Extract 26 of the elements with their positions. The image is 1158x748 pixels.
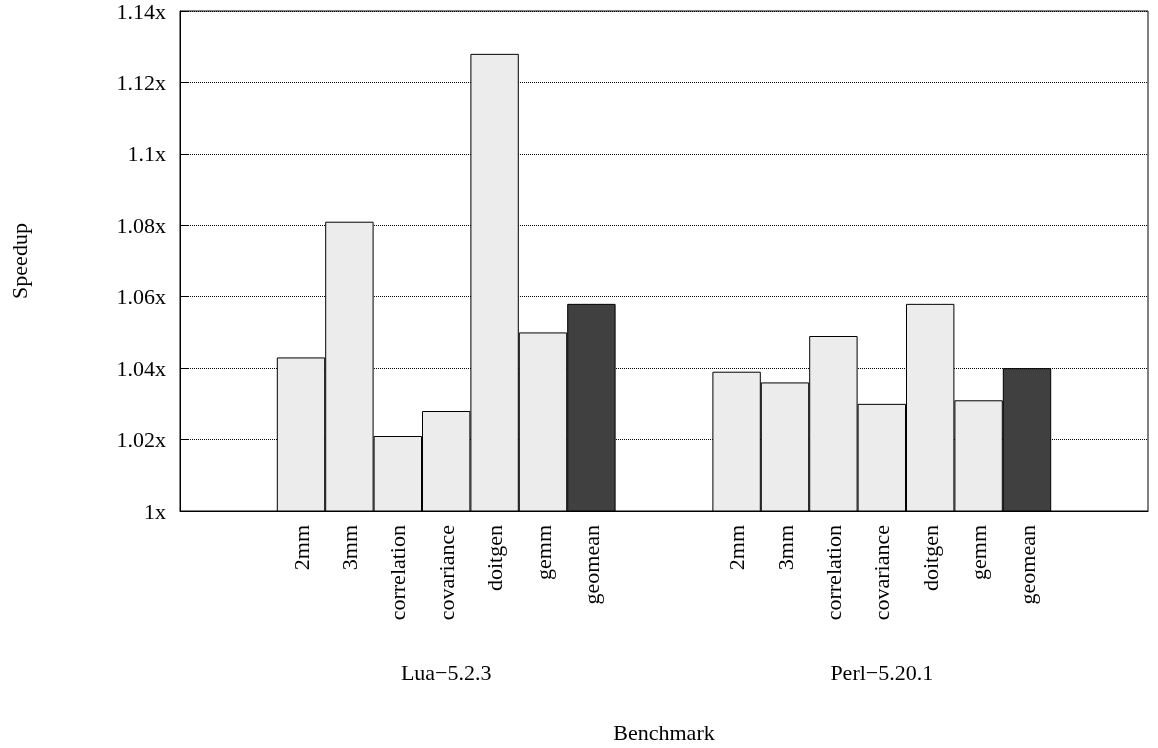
x-tick-label: doitgen bbox=[482, 525, 508, 591]
y-tick-label: 1x bbox=[144, 498, 166, 524]
x-tick-label: covariance bbox=[869, 525, 895, 621]
y-axis-title: Speedup bbox=[6, 223, 32, 299]
x-tick-label: 3mm bbox=[336, 525, 362, 571]
y-tick-label: 1.1x bbox=[127, 141, 166, 167]
x-tick-label: 2mm bbox=[288, 525, 314, 571]
x-tick-label: geomean bbox=[1014, 525, 1040, 605]
x-tick-label: covariance bbox=[433, 525, 459, 621]
x-tick-label: correlation bbox=[820, 525, 846, 621]
x-tick-label: 2mm bbox=[724, 525, 750, 571]
x-tick-label: correlation bbox=[385, 525, 411, 621]
y-tick-label: 1.14x bbox=[116, 0, 166, 24]
text: Lua−5.2.3 bbox=[400, 659, 492, 685]
x-tick-label: geomean bbox=[578, 525, 604, 605]
x-tick-label: gemm bbox=[530, 525, 556, 580]
text: Perl−5.20.1 bbox=[830, 659, 934, 685]
y-tick-label: 1.12x bbox=[116, 69, 166, 95]
y-tick-label: 1.02x bbox=[116, 427, 166, 453]
y-tick-label: 1.04x bbox=[116, 355, 166, 381]
y-tick-label: 1.08x bbox=[116, 212, 166, 238]
x-axis-title: Benchmark bbox=[613, 719, 715, 745]
x-tick-label: gemm bbox=[966, 525, 992, 580]
y-tick-label: 1.06x bbox=[116, 284, 166, 310]
x-tick-label: doitgen bbox=[917, 525, 943, 591]
x-tick-label: 3mm bbox=[772, 525, 798, 571]
